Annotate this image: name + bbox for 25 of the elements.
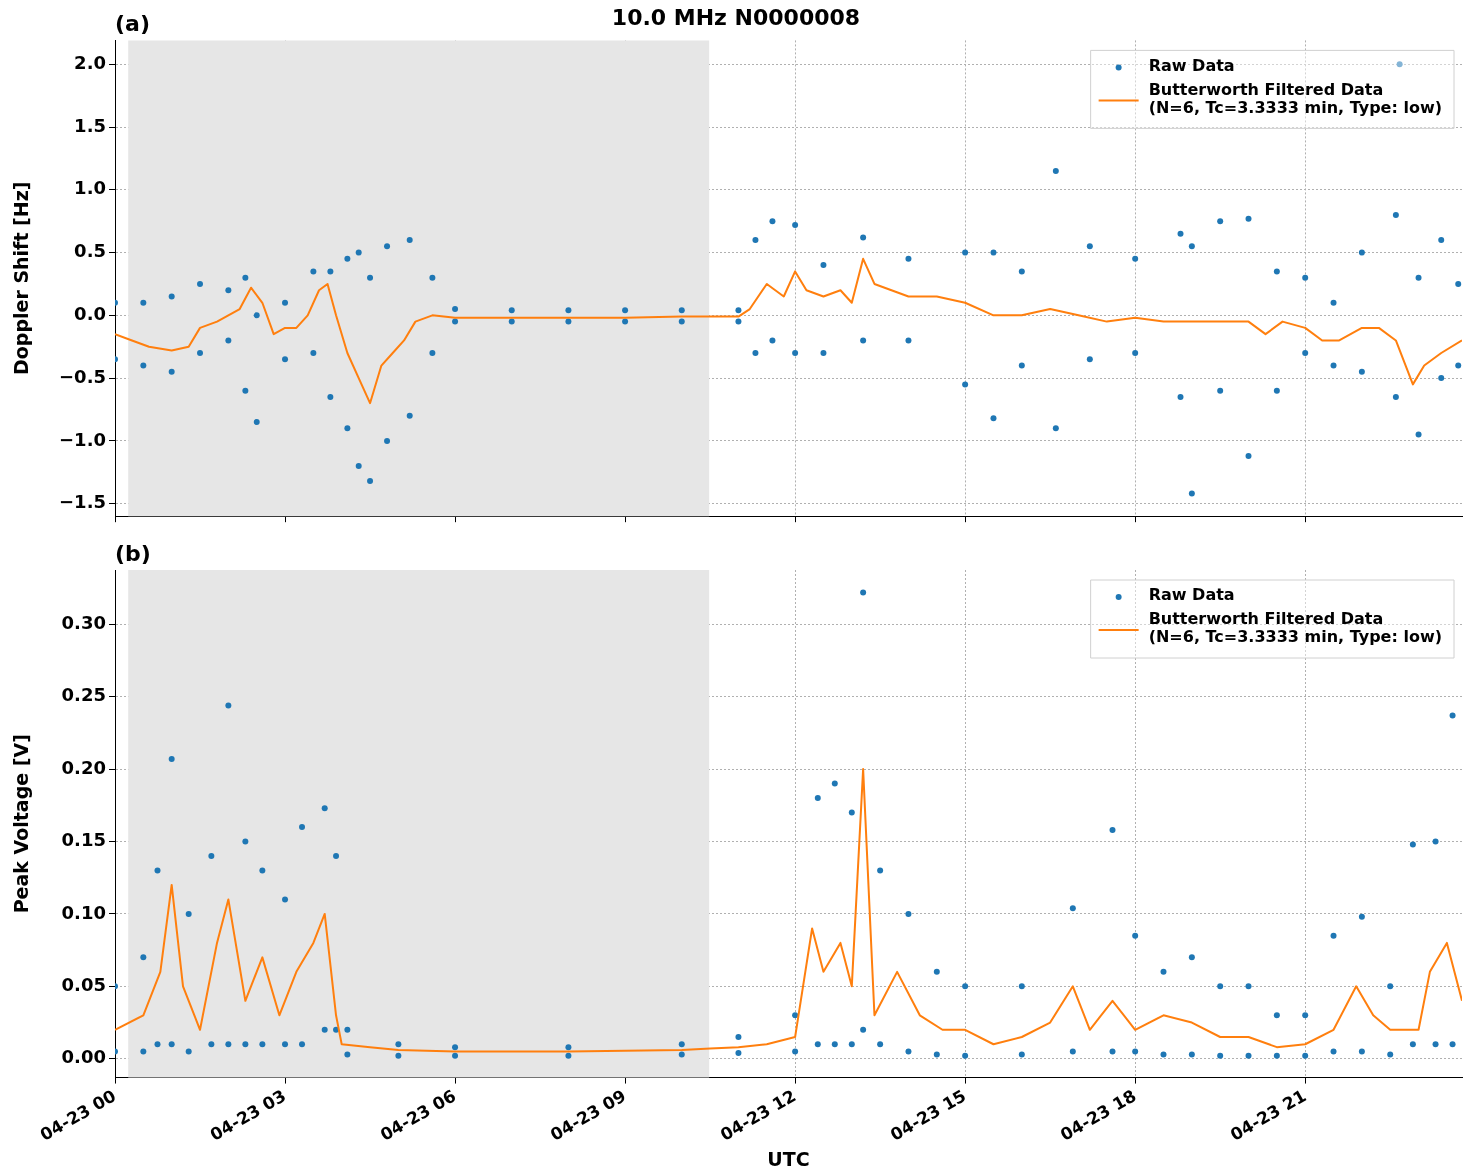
y-tick-label: 0.5 <box>74 240 106 262</box>
y-tick-label: 1.0 <box>74 177 106 199</box>
y-tick-label: 1.5 <box>74 114 106 136</box>
y-tick-label: 0.25 <box>61 684 106 706</box>
y-tick-label: 0.0 <box>74 303 106 325</box>
chart-title: 10.0 MHz N0000008 <box>611 4 861 30</box>
legend-label: Raw Data <box>1148 55 1235 75</box>
text: (b) <box>115 540 151 566</box>
y-tick-label: −1.0 <box>59 428 106 450</box>
y-tick-label: 2.0 <box>74 51 106 73</box>
y-tick-label: 0.20 <box>61 756 106 778</box>
y-tick-label: −1.5 <box>59 491 106 513</box>
y-tick-label: 0.15 <box>61 829 106 851</box>
legend-label: Raw Data <box>1148 585 1235 605</box>
y-tick-label: −0.5 <box>59 365 106 387</box>
y-axis-title: Peak Voltage [V] <box>10 734 33 914</box>
legend-label: Butterworth Filtered Data (N=6, Tc=3.3333 min, Type: low) <box>1148 79 1443 117</box>
y-tick-label: 0.10 <box>61 901 106 923</box>
text: (a) <box>115 11 150 37</box>
x-axis-title: UTC <box>767 1147 810 1170</box>
y-tick-label: 0.05 <box>61 974 106 995</box>
y-tick-label: 0.30 <box>61 611 106 633</box>
legend-label: Butterworth Filtered Data (N=6, Tc=3.3333 min, Type: low) <box>1148 609 1443 647</box>
y-tick-label: 0.00 <box>61 1046 106 1068</box>
y-axis-title: Doppler Shift [Hz] <box>10 181 33 376</box>
